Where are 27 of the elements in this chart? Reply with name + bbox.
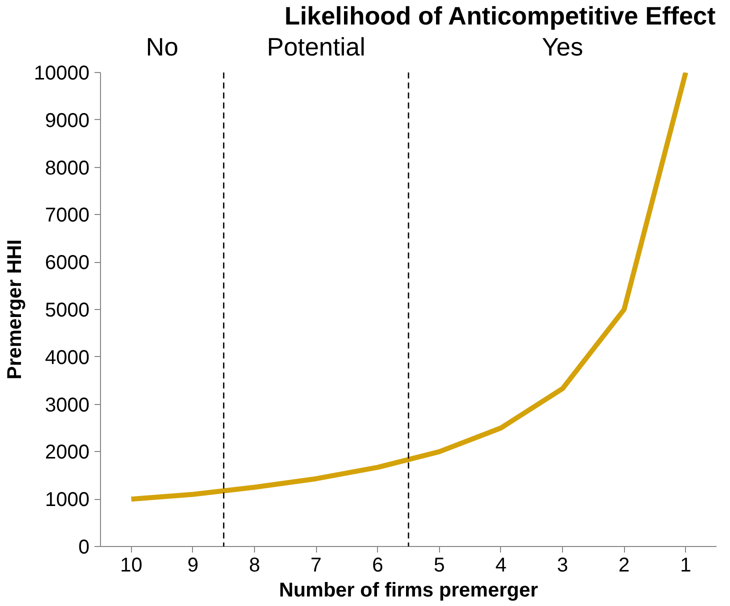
y-tick-label: 3000 [45,394,90,416]
x-tick-label: 8 [248,554,260,576]
x-tick-label: 7 [310,554,322,576]
y-axis-title: Premerger HHI [4,239,26,380]
text: Yes [542,34,584,62]
x-tick-label: 1 [680,554,692,576]
y-tick-label: 4000 [45,346,90,369]
x-axis-title: Number of firms premerger [279,580,538,602]
x-tick-label: 10 [120,554,142,576]
y-tick-label: 2000 [45,442,90,464]
x-tick-label: 3 [556,554,568,576]
y-tick-label: 7000 [45,204,90,227]
x-tick-label: 2 [618,554,630,576]
y-tick-label: 8000 [45,157,90,180]
y-tick-label: 6000 [45,252,90,274]
y-tick-label: 5000 [45,300,90,322]
chart-title: Likelihood of Anticompetitive Effect [284,2,716,30]
x-tick-label: 5 [434,554,445,576]
x-tick-label: 4 [495,554,506,576]
x-tick-label: 6 [372,554,384,576]
y-tick-label: 0 [78,536,90,558]
y-tick-label: 9000 [45,110,90,132]
y-tick-label: 1000 [45,489,90,512]
x-tick-label: 9 [187,554,198,576]
y-tick-label: 10000 [34,62,90,84]
text: No [146,34,178,62]
text: Potential [266,34,366,62]
